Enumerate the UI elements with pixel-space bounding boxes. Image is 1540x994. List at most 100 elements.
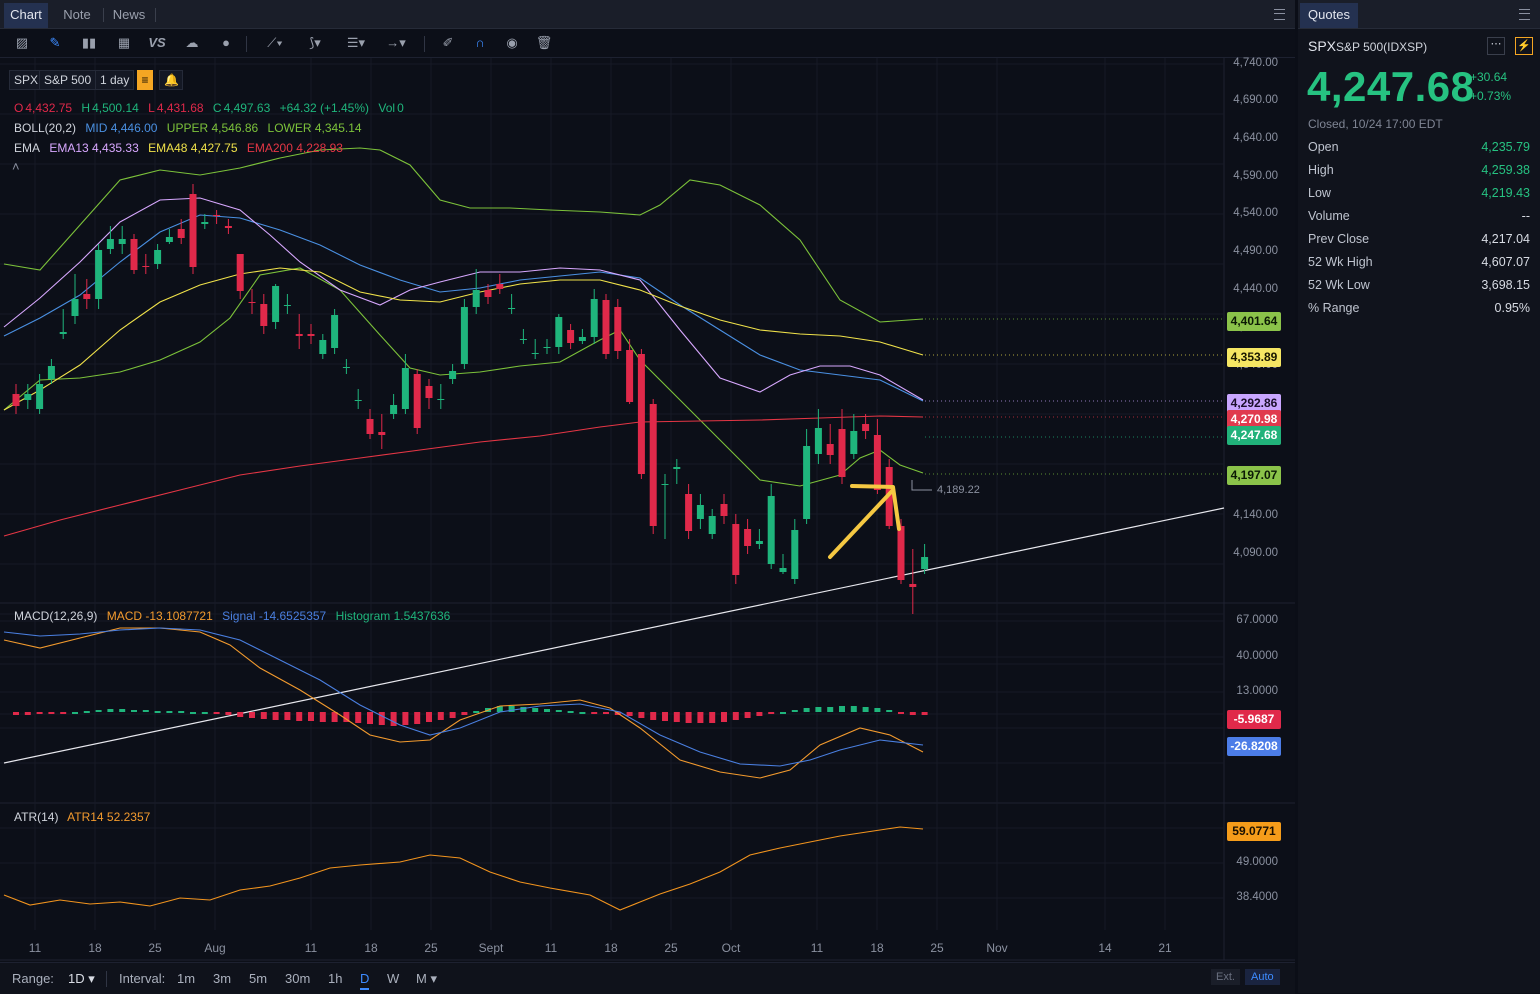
candle-body [508,308,516,309]
line-tool-icon[interactable]: ⟋▾ [267,35,283,50]
date-axis-label: 11 [28,941,42,955]
macd-histogram-bar [756,712,763,716]
macd-histogram-bar [296,712,303,721]
date-axis-label: 18 [88,941,102,955]
alert-bell-icon[interactable]: 🔔 [159,70,183,90]
cloud-icon[interactable]: ☁ [185,35,199,50]
atr-line [3,826,924,911]
candle-body [602,300,610,354]
quote-row-value: 4,219.43 [1481,186,1530,200]
candle-body [767,496,775,564]
layout-grid-icon[interactable]: ▦ [117,35,131,50]
macd-histogram-bar [24,712,31,715]
macd-histogram-bar [791,710,798,712]
period-pill[interactable]: 1 day [95,70,135,90]
macd-legend: MACD(12,26,9) MACD -13.1087721 Signal -1… [14,609,456,623]
ema48-line [3,267,924,411]
macd-histogram-bar [437,712,444,720]
candle-body [201,222,209,224]
date-axis-label: 11 [304,941,318,955]
magnet-icon[interactable]: ∩ [475,35,485,50]
interval-1m[interactable]: 1m [177,971,196,986]
macd-histogram-bar [83,711,90,713]
tab-note[interactable]: Note [63,7,91,22]
candle-body [720,504,728,516]
candlestick-icon[interactable]: ▮▮ [81,35,97,50]
candle-body [826,444,834,455]
candle-body [873,435,881,490]
boll-upper: UPPER 4,546.86 [166,121,259,135]
price-axis-label: 4,490.00 [1233,245,1278,257]
dollar-icon[interactable]: ● [222,35,230,50]
ohlc-change: +64.32 (+1.45%) [279,101,370,115]
symbol-name-pill[interactable]: S&P 500 [39,70,97,90]
ema200-price-tag: 4,270.98 [1227,410,1281,429]
macd-histogram-bar [532,708,539,712]
macd-histogram-bar [260,712,267,719]
macd-histogram-bar [508,706,515,712]
macd-histogram-bar [414,712,421,724]
macd-histogram-bar [862,707,869,712]
eye-icon[interactable]: ◉ [506,35,518,50]
interval-d[interactable]: D [360,971,370,990]
macd-histogram-bar [36,712,43,714]
macd-histogram-bar [839,706,845,712]
candle-body [307,334,315,336]
tab-news[interactable]: News [112,7,146,22]
brush-icon[interactable]: ✐ [442,35,454,50]
more-options-icon[interactable]: ⋯ [1487,37,1505,55]
ema-label: EMA [14,141,41,155]
candle-body [555,317,563,347]
candle-body [236,254,244,291]
tab-chart[interactable]: Chart [4,3,48,28]
chart-canvas[interactable] [0,0,1295,993]
interval-30m[interactable]: 30m [285,971,311,986]
draw-pencil-icon[interactable]: ✎ [49,35,61,50]
candle-body [59,332,67,334]
chart-pane: Chart Note News ▨ ✎ ▮▮ ▦ VS ☁ ● ⟋▾ ⟆▾ ☰▾… [0,0,1295,993]
boll-lower-price-tag: 4,197.07 [1227,466,1281,485]
range-select[interactable]: 1D ▾ [68,971,95,986]
macd-histogram-bar [272,712,279,720]
compare-vs-icon[interactable]: VS [148,35,166,50]
interval-1h[interactable]: 1h [328,971,343,986]
arrow-tool-icon[interactable]: →▾ [386,35,406,50]
collapse-chevron-icon[interactable]: ˄ [12,159,20,174]
symbol-pill[interactable]: SPX [9,70,44,90]
auto-toggle[interactable]: Auto [1245,969,1280,985]
low-marker-line [911,480,932,491]
quote-change-pct: +0.73% [1470,89,1512,103]
ext-toggle[interactable]: Ext. [1211,969,1240,985]
macd-histogram-bar [638,712,645,718]
candle-body [24,394,32,400]
quotes-menu-icon[interactable] [1519,9,1530,20]
candle-body [47,366,55,379]
quote-row-value: 4,259.38 [1481,163,1530,177]
candle-body [661,484,669,485]
macd-label: MACD(12,26,9) [14,609,98,623]
candle-body [272,286,280,322]
candle-body [118,239,126,244]
tab-quotes[interactable]: Quotes [1300,3,1358,28]
macd-histogram-bar [355,712,362,723]
candle-body [626,350,634,402]
interval-3m[interactable]: 3m [213,971,232,986]
trash-icon[interactable]: 🗑 [535,35,553,50]
fib-tool-icon[interactable]: ☰▾ [346,35,366,50]
interval-m[interactable]: M ▾ [416,971,437,986]
chart-menu-icon[interactable] [1274,9,1285,20]
candle-body [567,330,575,343]
boll-mid-line [3,214,924,402]
path-tool-icon[interactable]: ⟆▾ [309,35,321,50]
interval-w[interactable]: W [387,971,400,986]
note-icon[interactable]: ≡ [137,70,153,90]
date-axis-label: 18 [364,941,378,955]
lightning-icon[interactable]: ⚡ [1515,37,1533,55]
macd-histogram-bar [201,712,208,714]
interval-5m[interactable]: 5m [249,971,268,986]
macd-histogram-bar [461,712,468,715]
macd-histogram-bar [909,712,916,715]
ema48-price-tag: 4,353.89 [1227,348,1281,367]
date-axis-label: Nov [986,941,1008,955]
chart-type-icon[interactable]: ▨ [15,35,29,50]
